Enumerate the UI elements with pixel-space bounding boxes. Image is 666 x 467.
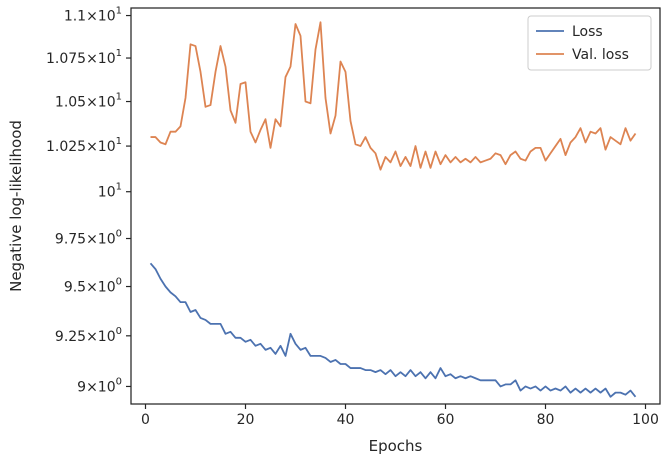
plot-lines: [149, 21, 637, 398]
y-tick-label: 1.075×101: [46, 48, 122, 67]
legend-box: [527, 15, 652, 71]
y-tick-label: 1.1×101: [64, 6, 122, 25]
y-tick-label: 9.75×100: [55, 229, 122, 248]
y-tick-label: 1.05×101: [55, 92, 122, 111]
y-tick-label: 9.25×100: [55, 326, 122, 345]
y-tick-label: 9×100: [77, 376, 122, 395]
legend: Loss Val. loss: [527, 15, 652, 71]
y-tick-label: 101: [98, 182, 122, 201]
x-axis-ticks: 0 20 40 60 80 100: [141, 404, 659, 428]
series-line-1: [149, 262, 637, 398]
x-tick-label: 0: [141, 412, 150, 428]
y-tick-label: 9.5×100: [64, 277, 122, 296]
y-axis-title: Negative log-likelihood: [7, 120, 25, 292]
x-tick-label: 60: [437, 412, 455, 428]
legend-label: Val. loss: [572, 47, 629, 63]
x-tick-label: 20: [237, 412, 255, 428]
axes-frame: [130, 7, 661, 405]
x-tick-label: 100: [632, 412, 659, 428]
y-axis-ticks: 9×100 9.25×100 9.5×100 9.75×100 101 1.025×101…: [46, 6, 131, 395]
series-line-2: [150, 21, 637, 171]
legend-label: Loss: [572, 24, 603, 40]
x-tick-label: 40: [337, 412, 355, 428]
y-tick-label: 1.025×101: [46, 136, 122, 155]
x-tick-label: 80: [537, 412, 555, 428]
x-axis-title: Epochs: [369, 437, 423, 455]
